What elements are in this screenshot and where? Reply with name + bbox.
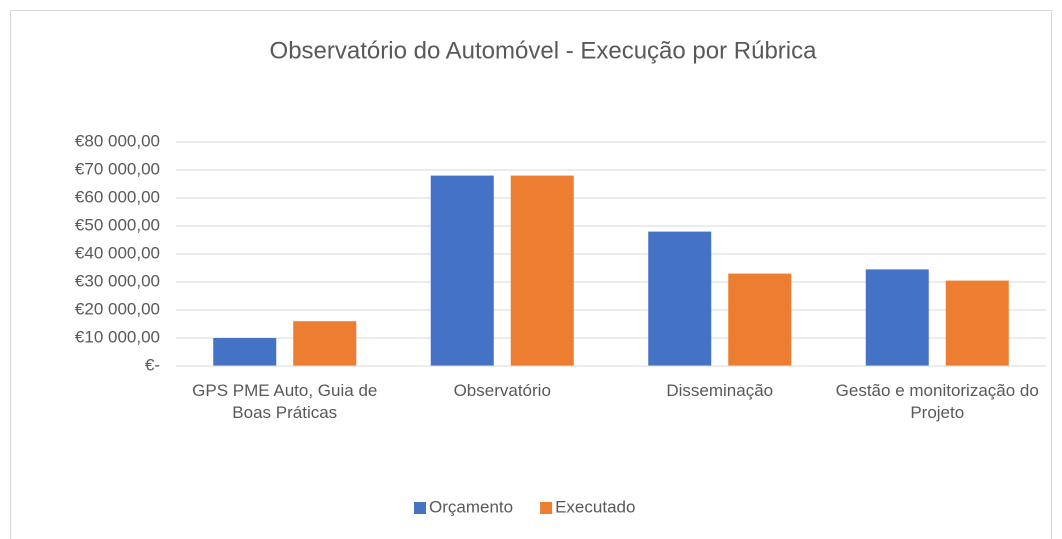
- y-tick-label: €-: [145, 355, 160, 374]
- x-tick-label: GPS PME Auto, Guia de Boas Práticas: [192, 381, 378, 422]
- x-tick-label-box: Disseminação: [666, 381, 774, 400]
- y-tick-label: €60 000,00: [75, 187, 160, 206]
- y-tick-label: €20 000,00: [75, 299, 160, 318]
- x-tick-label: Gestão e monitorização do Projeto: [835, 381, 1039, 422]
- bar: [865, 269, 929, 366]
- legend-swatch: [414, 502, 426, 514]
- legend-label: Executado: [555, 497, 635, 516]
- legend-label: Orçamento: [429, 497, 513, 516]
- bar: [510, 175, 574, 366]
- x-tick-label-box: Observatório: [453, 381, 551, 400]
- bar: [648, 231, 712, 366]
- x-tick-label-box: GPS PME Auto, Guia de Boas Práticas: [192, 381, 378, 422]
- x-tick-label: Disseminação: [666, 381, 774, 400]
- y-tick-label: €10 000,00: [75, 327, 160, 346]
- bar: [945, 280, 1009, 366]
- x-tick-label-box: Gestão e monitorização do Projeto: [835, 381, 1039, 422]
- bar: [213, 338, 277, 366]
- y-tick-label: €80 000,00: [75, 131, 160, 150]
- chart-title: Observatório do Automóvel - Execução por…: [270, 37, 818, 64]
- y-tick-label: €40 000,00: [75, 243, 160, 262]
- x-tick-label: Observatório: [453, 381, 551, 400]
- bar: [430, 175, 494, 366]
- y-tick-label: €30 000,00: [75, 271, 160, 290]
- y-tick-label: €70 000,00: [75, 159, 160, 178]
- bar: [293, 321, 357, 366]
- bar: [728, 273, 792, 366]
- legend-swatch: [540, 502, 553, 514]
- y-tick-label: €50 000,00: [75, 215, 160, 234]
